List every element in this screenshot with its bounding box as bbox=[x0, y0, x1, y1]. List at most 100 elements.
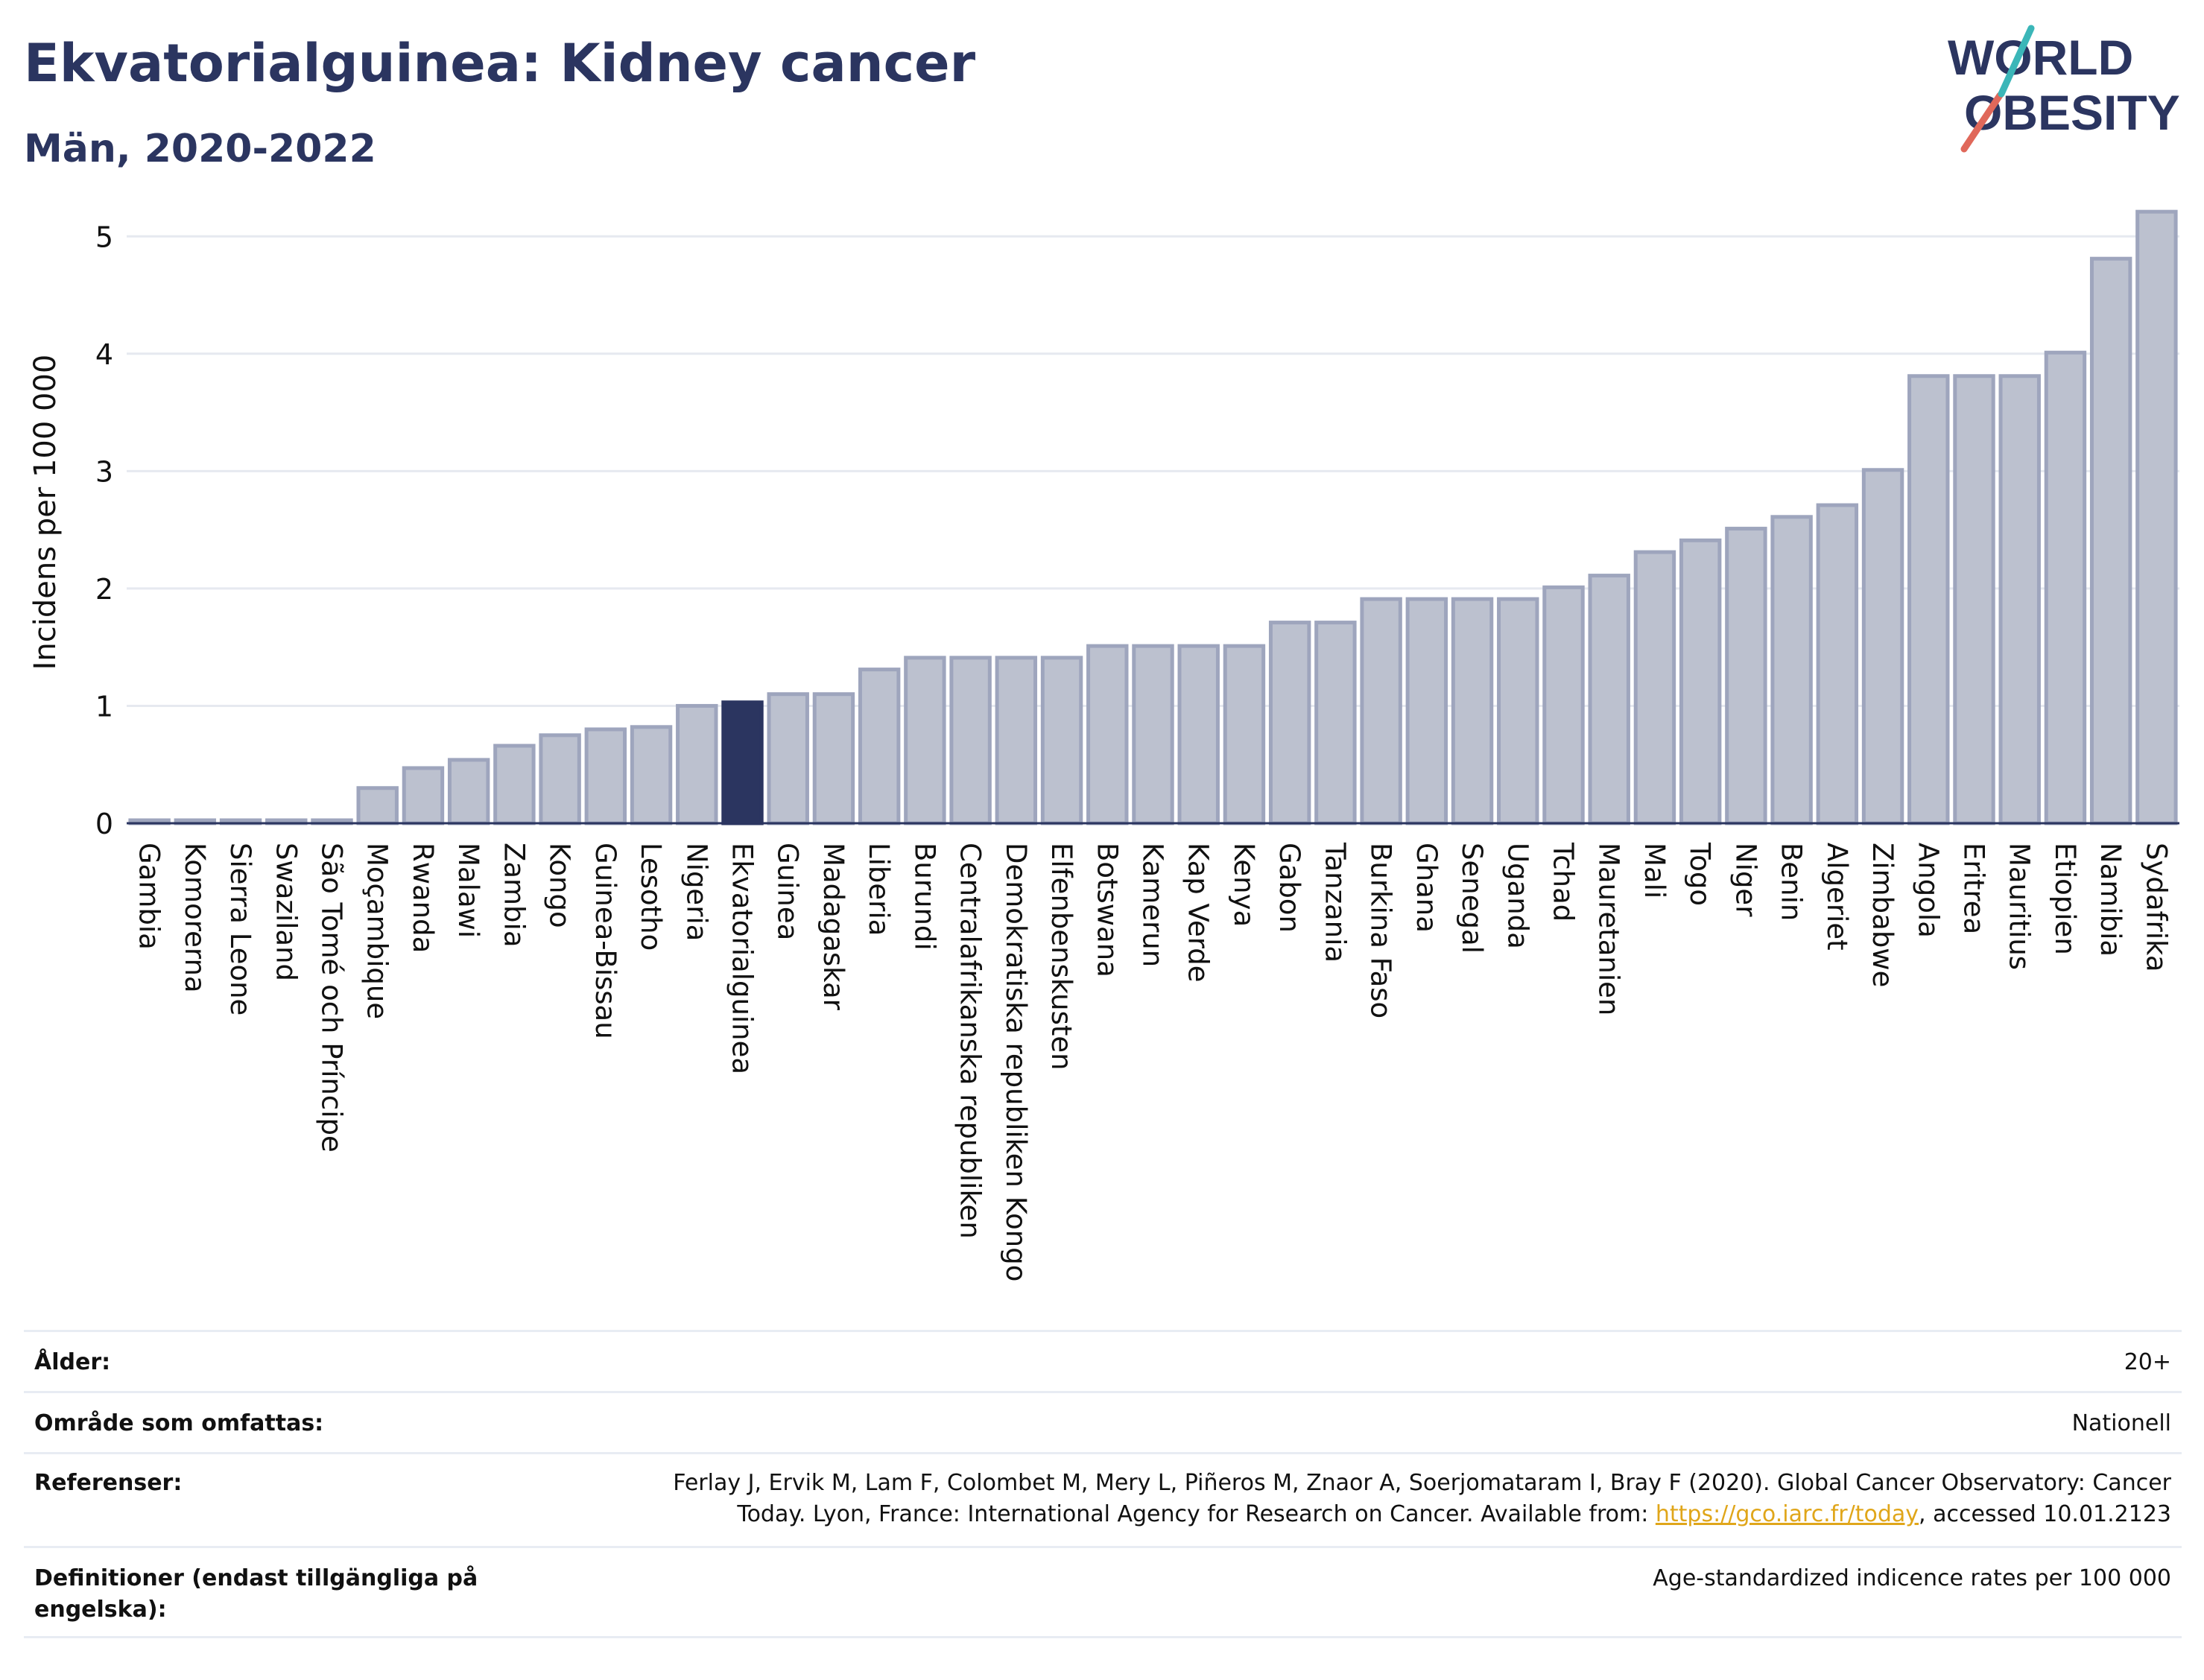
x-tick-label: Swaziland bbox=[270, 843, 302, 981]
x-tick-label: Sierra Leone bbox=[224, 843, 256, 1015]
x-tick-label: Sydafrika bbox=[2140, 843, 2172, 972]
bar-ekvatorialguinea bbox=[721, 700, 764, 825]
x-tick-label: Liberia bbox=[863, 843, 895, 936]
x-tick-label: Zimbabwe bbox=[1866, 843, 1899, 987]
x-tick-label: Tanzania bbox=[1319, 842, 1351, 963]
y-tick-label: 2 bbox=[95, 573, 113, 606]
area-value: Nationell bbox=[2071, 1410, 2171, 1436]
x-tick-label: Etiopien bbox=[2049, 843, 2081, 955]
bar-nigeria bbox=[676, 703, 718, 825]
x-tick-label: Malawi bbox=[452, 843, 484, 938]
bar-malawi bbox=[447, 758, 490, 825]
y-tick-label: 4 bbox=[95, 338, 113, 371]
x-tick-label: Algeriet bbox=[1821, 843, 1853, 951]
x-tick-label: Nigeria bbox=[680, 843, 712, 941]
x-tick-label: Mauretanien bbox=[1593, 843, 1625, 1015]
x-tick-label: Kenya bbox=[1228, 843, 1260, 927]
area-label: Område som omfattas: bbox=[34, 1410, 324, 1436]
bar-kongo bbox=[539, 733, 581, 825]
def-value: Age-standardized indicence rates per 100… bbox=[1653, 1565, 2171, 1591]
bar-etiopien bbox=[2044, 350, 2087, 825]
bar-uganda bbox=[1497, 597, 1539, 825]
bar-rwanda bbox=[402, 766, 445, 825]
x-tick-label: Kap Verde bbox=[1182, 843, 1215, 983]
x-tick-label: Mali bbox=[1638, 843, 1671, 898]
x-tick-label: Ghana bbox=[1410, 843, 1443, 933]
x-tick-label: Madagaskar bbox=[817, 843, 849, 1011]
x-tick-label: Rwanda bbox=[407, 843, 439, 953]
x-tick-label: Centralafrikanska republiken bbox=[954, 843, 987, 1239]
age-value: 20+ bbox=[2124, 1349, 2171, 1375]
def-label: Definitioner (endast tillgängliga på eng… bbox=[34, 1565, 478, 1623]
bar-tanzania bbox=[1314, 621, 1357, 825]
bar-centralafrikanska-republiken bbox=[949, 656, 992, 825]
ref-line2-pre: Today. Lyon, France: International Agenc… bbox=[737, 1501, 1656, 1527]
bar-burundi bbox=[904, 656, 946, 825]
x-tick-label: Benin bbox=[1776, 843, 1808, 921]
x-tick-label: Botswana bbox=[1091, 843, 1123, 977]
bar-kap-verde bbox=[1177, 644, 1220, 825]
x-tick-label: Togo bbox=[1684, 842, 1716, 906]
ref-line1: Ferlay J, Ervik M, Lam F, Colombet M, Me… bbox=[673, 1470, 2171, 1496]
x-tick-label: Zambia bbox=[498, 843, 530, 948]
ref-value: Ferlay J, Ervik M, Lam F, Colombet M, Me… bbox=[673, 1468, 2171, 1530]
bar-kamerun bbox=[1132, 644, 1174, 825]
x-tick-label: Uganda bbox=[1501, 843, 1533, 949]
bar-niger bbox=[1725, 527, 1767, 825]
x-tick-label: Guinea-Bissau bbox=[589, 843, 621, 1039]
bar-mali bbox=[1633, 550, 1676, 825]
x-tick-label: Lesotho bbox=[635, 843, 667, 951]
x-tick-label: Niger bbox=[1729, 843, 1761, 917]
ref-link[interactable]: https://gco.iarc.fr/today bbox=[1655, 1501, 1919, 1527]
x-tick-label: Gabon bbox=[1273, 843, 1305, 933]
bar-madagaskar bbox=[812, 692, 855, 825]
bar-mauritius bbox=[1998, 374, 2041, 825]
age-label: Ålder: bbox=[34, 1349, 111, 1375]
x-tick-label: São Tomé och Príncipe bbox=[316, 843, 348, 1153]
y-tick-label: 0 bbox=[95, 808, 113, 840]
ref-line2-post: , accessed 10.01.2123 bbox=[1919, 1501, 2171, 1527]
row-definitions: Definitioner (endast tillgängliga på eng… bbox=[24, 1546, 2182, 1638]
bar-eritrea bbox=[1953, 374, 1995, 825]
bar-chart: 0 1 2 3 4 5 Gambia Komorerna Sierra Leone Swazil… bbox=[28, 209, 2179, 1281]
y-tick-label: 1 bbox=[95, 690, 113, 723]
bar-sydafrika bbox=[2135, 209, 2178, 825]
x-tick-label: Angola bbox=[1912, 843, 1944, 938]
world-obesity-logo: WORLD OBESITY bbox=[1948, 25, 2180, 153]
bar-liberia bbox=[858, 668, 901, 825]
logo-line1: WORLD bbox=[1948, 30, 2133, 85]
x-tick-label: Komorerna bbox=[179, 843, 211, 993]
x-tick-label: Demokratiska republiken Kongo bbox=[1000, 843, 1032, 1281]
y-tick-label: 5 bbox=[95, 221, 113, 253]
bar-tchad bbox=[1542, 585, 1585, 825]
row-references: Referenser: Ferlay J, Ervik M, Lam F, Co… bbox=[24, 1452, 2182, 1546]
bar-ghana bbox=[1405, 597, 1448, 825]
bar-botswana bbox=[1086, 644, 1129, 825]
bar-mo-ambique bbox=[356, 786, 399, 825]
x-tick-label: Moçambique bbox=[361, 843, 393, 1019]
bar-zimbabwe bbox=[1861, 468, 1904, 825]
x-tick-label: Gambia bbox=[133, 843, 165, 950]
bar-benin bbox=[1770, 515, 1813, 825]
bar-demokratiska-republiken-kongo bbox=[995, 656, 1038, 825]
bar-angola bbox=[1907, 374, 1950, 825]
bar-kenya bbox=[1223, 644, 1266, 825]
bar-senegal bbox=[1451, 597, 1494, 825]
logo-slash-teal bbox=[1998, 25, 2035, 98]
x-tick-label: Eritrea bbox=[1958, 843, 1990, 934]
bar-guinea bbox=[767, 692, 809, 825]
x-tick-label: Elfenbenskusten bbox=[1045, 843, 1077, 1071]
y-tick-label: 3 bbox=[95, 455, 113, 488]
x-tick-label: Tchad bbox=[1548, 842, 1580, 922]
bar-namibia bbox=[2089, 256, 2132, 825]
bar-gabon bbox=[1268, 621, 1311, 825]
x-tick-label: Senegal bbox=[1456, 843, 1488, 954]
bar-mauretanien bbox=[1588, 574, 1630, 825]
x-tick-label: Burundi bbox=[908, 843, 940, 951]
bar-zambia bbox=[493, 744, 536, 825]
chart-title: Ekvatorialguinea: Kidney cancer bbox=[24, 33, 976, 94]
metadata-table: Ålder: 20+ Område som omfattas: Nationel… bbox=[24, 1330, 2182, 1638]
x-tick-label: Guinea bbox=[772, 843, 804, 940]
bars bbox=[128, 209, 2178, 825]
x-tick-label: Mauritius bbox=[2004, 843, 2036, 970]
